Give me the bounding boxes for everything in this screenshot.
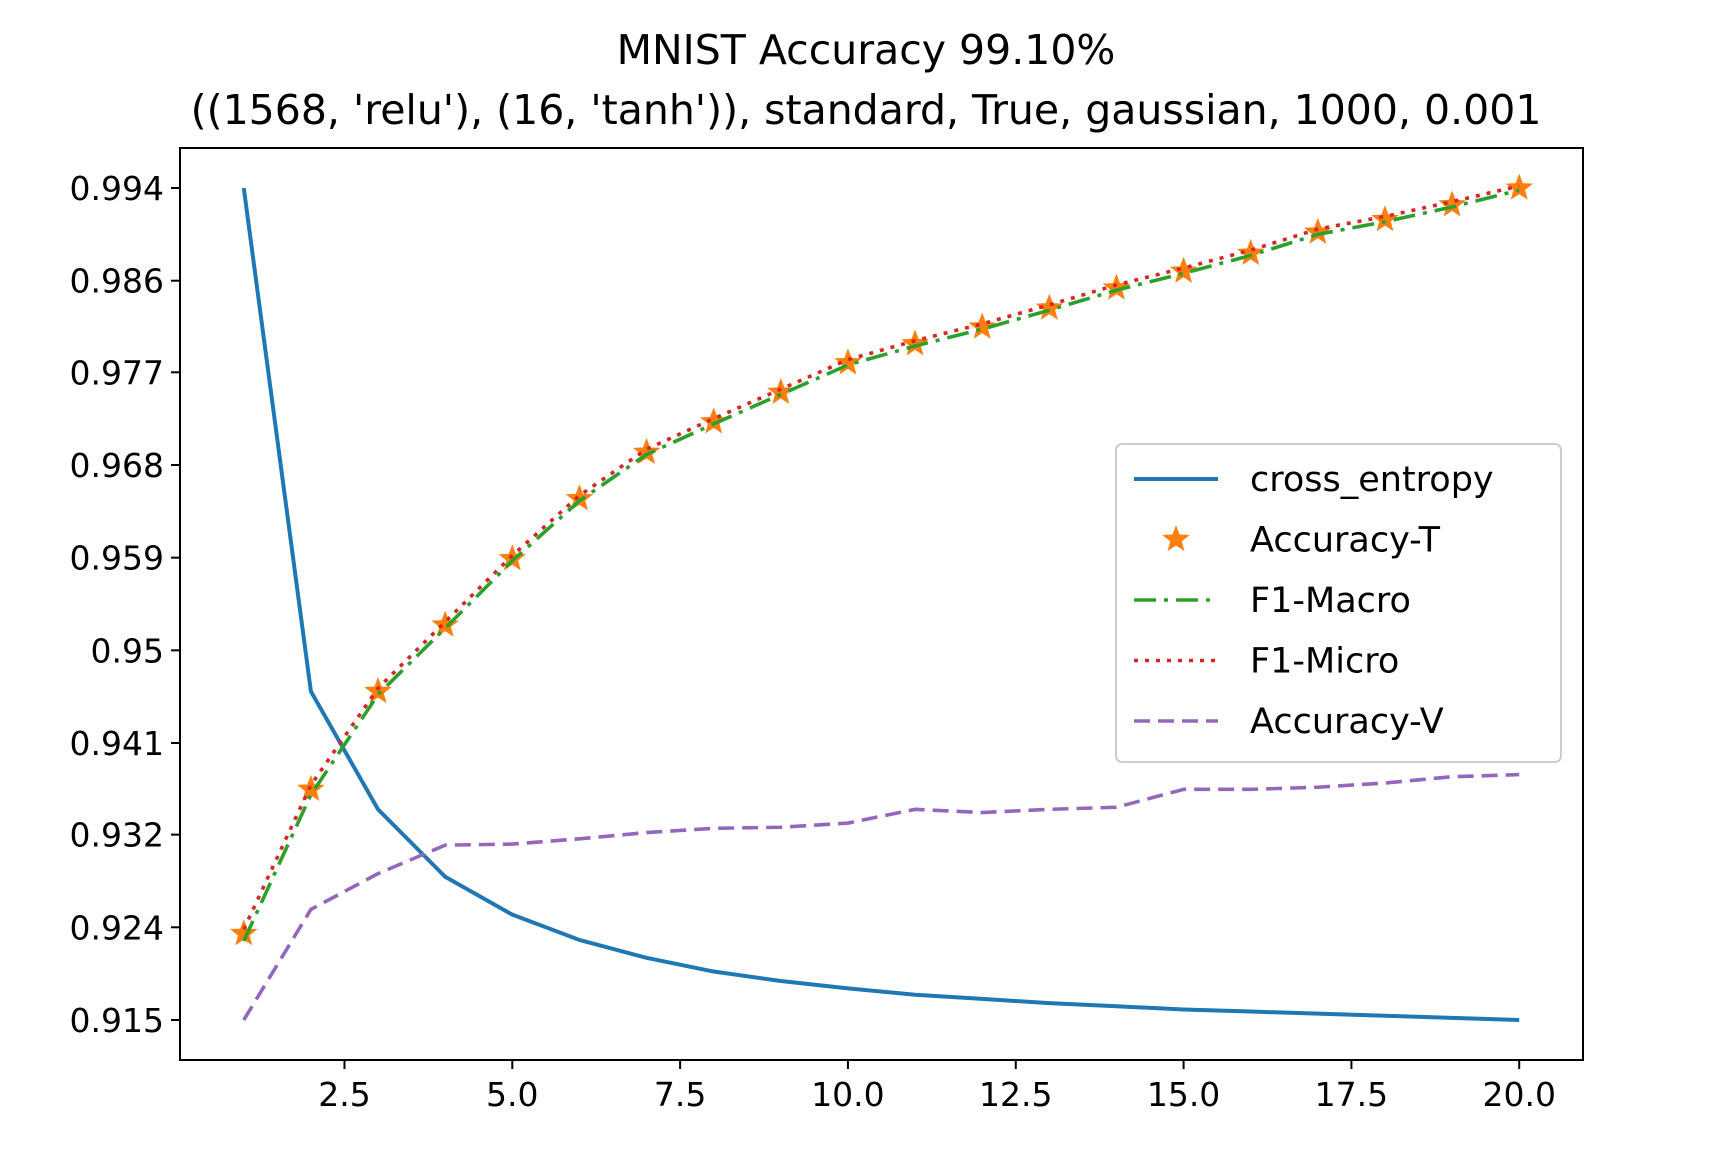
y-tick-label: 0.959 (70, 539, 164, 578)
legend-item: cross_entropy (1134, 460, 1494, 500)
y-tick-label: 0.915 (70, 1001, 164, 1040)
x-tick-label: 12.5 (979, 1075, 1052, 1114)
chart-subtitle: ((1568, 'relu'), (16, 'tanh')), standard… (191, 86, 1542, 134)
chart-title: MNIST Accuracy 99.10% (617, 26, 1116, 74)
y-tick-label: 0.924 (70, 908, 164, 947)
x-tick-label: 5.0 (486, 1075, 538, 1114)
legend-item: F1-Micro (1134, 642, 1399, 682)
legend: cross_entropy Accuracy-T F1-Macro F1-Micro A… (1115, 443, 1562, 763)
x-tick-label: 15.0 (1147, 1075, 1220, 1114)
y-tick-label: 0.994 (70, 169, 164, 208)
legend-box (1115, 443, 1562, 763)
accuracy-t-point (1371, 205, 1399, 232)
legend-item: Accuracy-V (1134, 702, 1444, 742)
accuracy-t-point (1237, 238, 1265, 265)
series-accuracy-v (242, 772, 1520, 1021)
y-tick-label: 0.95 (91, 631, 164, 670)
accuracy-t-point (565, 484, 594, 511)
accuracy-t-point (1438, 190, 1466, 217)
legend-item: Accuracy-T (1162, 521, 1441, 561)
series-line (242, 184, 1520, 931)
legend-label: F1-Macro (1250, 581, 1411, 621)
accuracy-t-point (1035, 293, 1064, 320)
legend-label: cross_entropy (1250, 460, 1494, 500)
x-tick-label: 2.5 (318, 1075, 370, 1114)
accuracy-t-point (968, 312, 996, 339)
accuracy-t-point (834, 348, 862, 375)
legend-label: Accuracy-V (1250, 702, 1444, 742)
series-f1-micro (242, 184, 1520, 931)
series-line (242, 772, 1520, 1021)
legend-swatch-star (1162, 525, 1190, 552)
series-cross-entropy (241, 187, 1520, 1022)
y-tick-label: 0.977 (70, 353, 164, 392)
legend-item: F1-Macro (1134, 581, 1411, 621)
accuracy-t-point (632, 437, 661, 465)
y-tick-label: 0.968 (70, 446, 164, 485)
y-axis: 0.915 0.924 0.932 0.941 0.95 0.959 0.968 0.977 0… (70, 169, 180, 1040)
y-tick-label: 0.941 (70, 724, 164, 763)
plot-frame (179, 147, 1584, 1061)
x-tick-label: 20.0 (1482, 1075, 1555, 1114)
accuracy-t-point (699, 407, 728, 434)
x-axis: 2.5 5.0 7.5 10.0 12.5 15.0 17.5 20.0 (318, 1060, 1556, 1114)
y-tick-label: 0.986 (70, 262, 164, 301)
series-line (242, 188, 1520, 942)
x-tick-label: 10.0 (811, 1075, 884, 1114)
y-tick-label: 0.932 (70, 816, 164, 855)
accuracy-t-point (1169, 256, 1198, 283)
legend-label: F1-Micro (1250, 642, 1399, 682)
series-f1-macro (242, 188, 1520, 942)
series-line (241, 187, 1520, 1022)
x-tick-label: 7.5 (654, 1075, 706, 1114)
series-layer (230, 173, 1533, 1022)
legend-label: Accuracy-T (1250, 521, 1441, 561)
x-tick-label: 17.5 (1315, 1075, 1388, 1114)
